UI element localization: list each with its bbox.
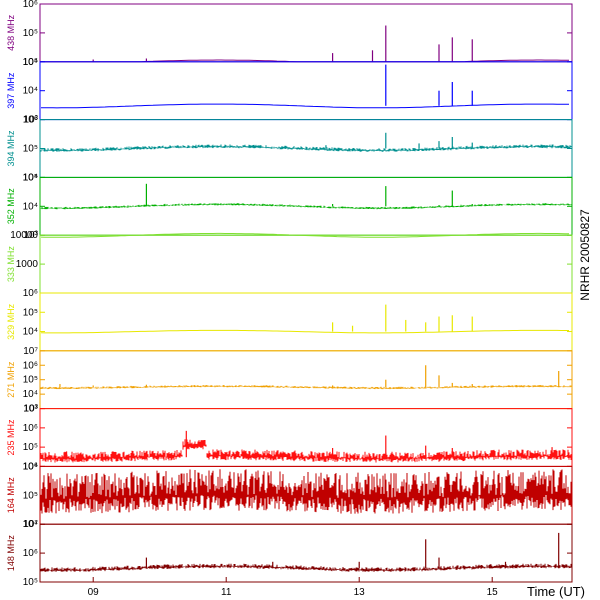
series-329-mhz — [40, 329, 569, 334]
series-352-mhz — [40, 203, 572, 210]
ytick-label-333-mhz: 10000 — [10, 230, 38, 241]
xtick-label: 11 — [221, 587, 232, 598]
ytick-label-271-mhz: 10⁷ — [23, 346, 38, 357]
ytick-label-394-mhz: 10⁵ — [23, 144, 38, 155]
series-397-mhz — [40, 103, 569, 109]
ytick-label-438-mhz: 10⁵ — [23, 28, 38, 39]
panel-frame-397-mhz — [39, 61, 573, 121]
ytick-label-352-mhz: 10⁴ — [23, 201, 38, 212]
ytick-label-397-mhz: 10³ — [24, 115, 39, 126]
panel-label-352-mhz: 352 MHz — [6, 188, 16, 225]
panel-label-397-mhz: 397 MHz — [6, 72, 16, 109]
ytick-label-164-mhz: 10⁶ — [23, 461, 38, 472]
ytick-label-148-mhz: 10⁶ — [23, 548, 38, 559]
ytick-label-329-mhz: 10⁶ — [23, 288, 38, 299]
panel-label-333-mhz: 333 MHz — [6, 246, 16, 283]
ytick-label-394-mhz: 10⁶ — [23, 115, 38, 126]
xtick-label: 09 — [88, 587, 100, 598]
ytick-label-164-mhz: 10⁵ — [23, 490, 38, 501]
ytick-label-397-mhz: 10⁵ — [23, 57, 38, 68]
series-148-mhz — [40, 563, 572, 572]
ytick-label-235-mhz: 10⁵ — [23, 442, 38, 453]
panel-frame-329-mhz — [39, 292, 573, 352]
ytick-label-394-mhz: 10⁴ — [23, 172, 38, 183]
ytick-label-271-mhz: 10⁵ — [23, 375, 38, 386]
ytick-label-271-mhz: 10⁶ — [23, 360, 38, 371]
ytick-label-438-mhz: 10⁴ — [23, 57, 38, 68]
panel-label-235-mhz: 235 MHz — [6, 419, 16, 456]
series-164-mhz — [40, 469, 572, 514]
xtick-label: 13 — [354, 587, 366, 598]
series-271-mhz — [40, 385, 572, 390]
panel-frame-271-mhz — [39, 350, 573, 410]
ytick-label-352-mhz: 10³ — [24, 230, 39, 241]
ytick-label-333-mhz: 1000 — [16, 259, 39, 270]
panel-frame-333-mhz — [39, 234, 573, 294]
panel-label-438-mhz: 438 MHz — [6, 14, 16, 51]
ytick-label-352-mhz: 10⁵ — [23, 172, 38, 183]
ytick-label-271-mhz: 10³ — [24, 404, 39, 415]
ytick-label-271-mhz: 10⁴ — [23, 389, 38, 400]
x-axis-label: Time (UT) — [527, 584, 585, 599]
ytick-label-235-mhz: 10⁴ — [23, 461, 38, 472]
series-394-mhz — [40, 144, 572, 152]
panel-label-394-mhz: 394 MHz — [6, 130, 16, 167]
chart-title: NRHR 20050827 — [578, 209, 592, 301]
panel-label-271-mhz: 271 MHz — [6, 361, 16, 398]
ytick-label-235-mhz: 10⁷ — [23, 404, 38, 415]
xtick-label: 15 — [487, 587, 499, 598]
ytick-label-397-mhz: 10⁴ — [23, 86, 38, 97]
series-333-mhz — [40, 232, 569, 238]
ytick-label-148-mhz: 10⁷ — [23, 519, 38, 530]
ytick-label-438-mhz: 10⁶ — [23, 0, 38, 10]
ytick-label-235-mhz: 10⁶ — [23, 423, 38, 434]
ytick-label-164-mhz: 10⁴ — [23, 519, 38, 530]
panel-frame-438-mhz — [39, 3, 573, 63]
ytick-label-329-mhz: 10⁴ — [23, 327, 38, 338]
ytick-label-148-mhz: 10⁵ — [23, 577, 38, 588]
panel-label-329-mhz: 329 MHz — [6, 303, 16, 340]
panel-label-164-mhz: 164 MHz — [6, 477, 16, 514]
panel-label-148-mhz: 148 MHz — [6, 535, 16, 572]
series-235-mhz — [40, 439, 572, 463]
panel-frame-148-mhz — [39, 523, 573, 583]
ytick-label-329-mhz: 10⁵ — [23, 307, 38, 318]
